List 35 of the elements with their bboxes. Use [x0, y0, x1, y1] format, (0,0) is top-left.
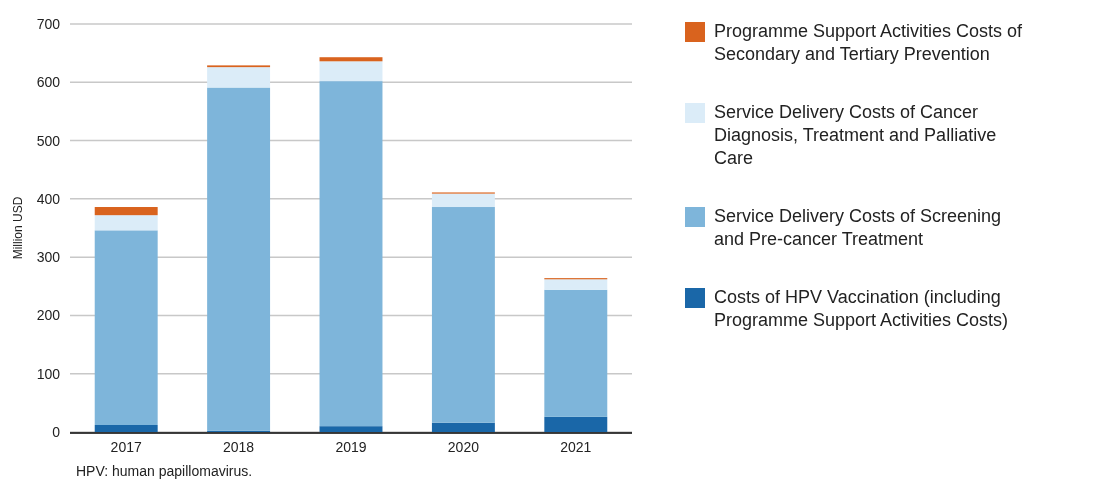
y-tick-label: 0: [52, 424, 61, 440]
bar: [319, 61, 383, 82]
bar: [431, 207, 495, 423]
bar: [207, 67, 271, 88]
bar: [544, 289, 608, 417]
x-tick-label: 2021: [560, 439, 592, 455]
y-tick-label: 700: [36, 16, 61, 32]
y-tick-label: 400: [36, 190, 61, 207]
legend-label: Service Delivery Costs of Screening and Pre-cancer Treatment: [714, 206, 1002, 249]
bar: [94, 425, 158, 432]
bar: [319, 57, 383, 62]
y-axis-title: Million USD: [11, 196, 25, 260]
y-tick-label: 200: [36, 307, 61, 324]
x-tick-label: 2020: [447, 439, 480, 455]
bar: [544, 279, 608, 290]
bar: [319, 81, 383, 427]
y-tick-label: 300: [36, 249, 61, 266]
bar: [319, 426, 383, 432]
bar: [94, 215, 158, 231]
x-tick-label: 2019: [335, 439, 367, 455]
legend-label: Programme Support Activities Costs of Secondary and Tertiary Prevention: [714, 21, 1024, 64]
y-tick-label: 600: [36, 74, 61, 91]
bar: [94, 207, 158, 216]
x-tick-label: 2018: [223, 439, 255, 455]
bar: [207, 87, 271, 431]
legend-label: Service Delivery Costs of Cancer Diagnosis, Treatment and Palliative Care: [714, 102, 997, 168]
bar: [431, 193, 495, 208]
y-tick-label: 100: [36, 365, 61, 382]
legend-label: Costs of HPV Vaccination (including Programme Support Activities Costs): [714, 287, 1009, 330]
y-tick-label: 500: [36, 132, 61, 149]
bar: [431, 422, 495, 432]
bar: [94, 230, 158, 426]
text: HPV: human papillomavirus.: [76, 463, 253, 479]
bar: [544, 416, 608, 432]
x-tick-label: 2017: [110, 439, 142, 455]
